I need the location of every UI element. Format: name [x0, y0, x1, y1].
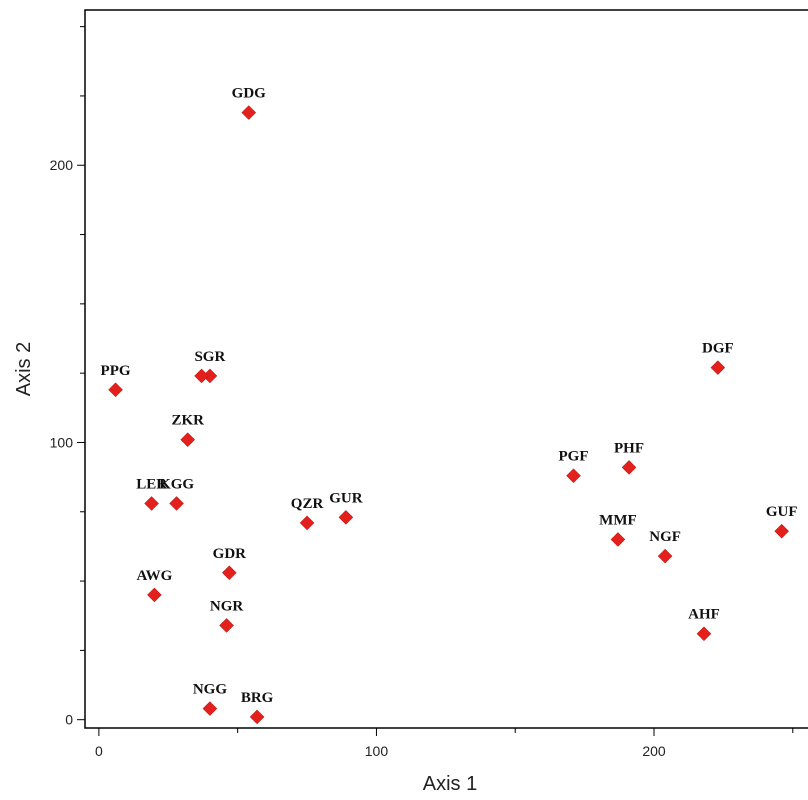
data-point: [338, 509, 354, 525]
y-tick-label: 200: [50, 157, 74, 173]
x-tick-label: 0: [95, 743, 103, 759]
point-label: AWG: [136, 568, 172, 584]
tick-group: 0 100 200 0 100 200: [50, 26, 794, 759]
point-label: KGG: [159, 476, 194, 492]
data-point: [194, 368, 209, 384]
data-point: [610, 532, 626, 547]
x-tick-label: 100: [365, 743, 389, 759]
point-label: NGF: [649, 529, 681, 545]
point-label: LER: [136, 476, 167, 492]
data-point: [566, 468, 581, 484]
point-label: PHF: [614, 440, 644, 456]
point-label: ZKR: [171, 413, 204, 429]
data-point: [657, 548, 673, 564]
points-group: [108, 105, 790, 725]
point-label: GDG: [232, 86, 267, 102]
data-point: [169, 496, 184, 511]
point-label: SGR: [194, 349, 225, 365]
data-point: [108, 382, 123, 398]
point-label: MMF: [599, 512, 636, 528]
y-tick-label: 100: [50, 434, 74, 450]
point-label: PGF: [559, 449, 589, 465]
data-point: [774, 523, 790, 539]
x-tick-label: 200: [642, 743, 666, 759]
data-point: [621, 460, 637, 475]
point-label: BRG: [241, 690, 274, 706]
point-label: QZR: [291, 496, 324, 512]
data-point: [180, 432, 196, 448]
point-label: PPG: [101, 363, 131, 379]
y-axis-title: Axis 2: [13, 342, 35, 396]
data-point: [696, 626, 712, 642]
data-point: [249, 709, 265, 725]
y-tick-label: 0: [65, 712, 73, 728]
point-label: AHF: [688, 607, 720, 623]
data-point: [219, 618, 234, 633]
data-point: [710, 360, 726, 375]
point-label: DGF: [702, 341, 734, 357]
data-point: [202, 701, 218, 716]
data-point: [144, 496, 159, 511]
point-label: GUF: [766, 504, 798, 520]
x-axis-title: Axis 1: [423, 773, 477, 795]
point-label: GDR: [213, 546, 247, 562]
data-point: [299, 515, 315, 531]
point-label: GUR: [329, 490, 363, 506]
point-label: NGG: [193, 682, 228, 698]
plot-frame: [84, 9, 808, 729]
point-label: NGR: [210, 598, 244, 614]
data-point: [241, 105, 257, 120]
data-point: [221, 565, 237, 581]
data-point: [147, 587, 162, 603]
